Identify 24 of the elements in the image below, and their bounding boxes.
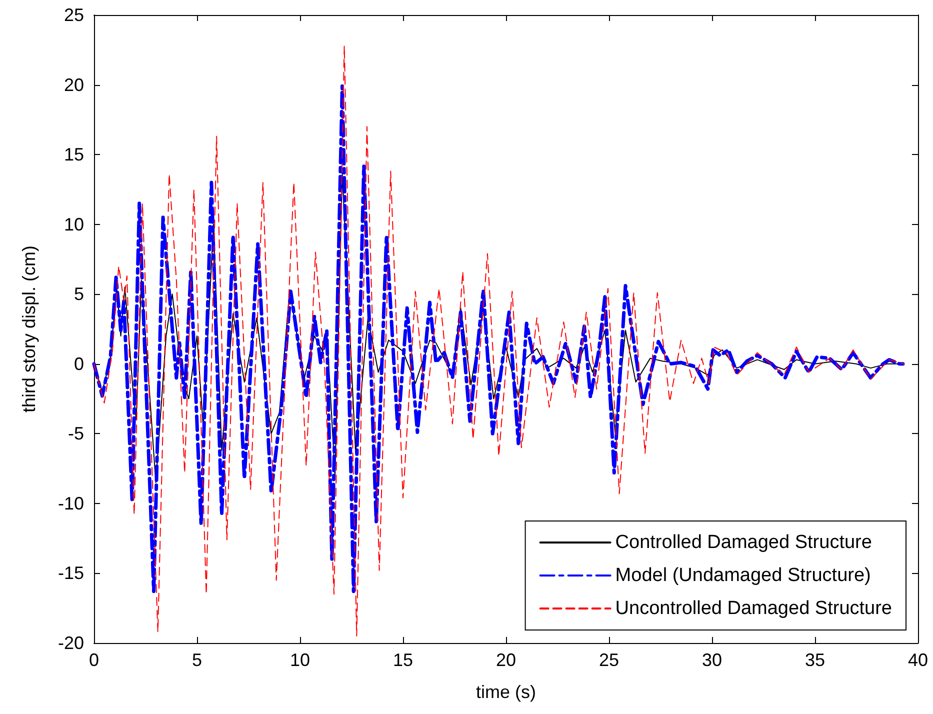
x-axis-title: time (s)	[476, 682, 536, 702]
legend-label: Uncontrolled Damaged Structure	[615, 598, 892, 619]
x-tick-label: 35	[804, 650, 826, 670]
x-tick-label: 5	[192, 650, 202, 670]
legend-label: Controlled Damaged Structure	[615, 532, 872, 553]
y-tick-label: -10	[58, 493, 84, 514]
y-tick-label: -15	[58, 563, 84, 584]
y-tick-label: -5	[68, 424, 84, 444]
x-tick-label: 25	[598, 650, 620, 670]
x-tick-label: 40	[908, 650, 928, 670]
x-tick-label: 15	[392, 650, 414, 670]
x-tick-label: 30	[702, 650, 722, 670]
y-tick-label: 5	[74, 284, 84, 304]
legend-label: Model (Undamaged Structure)	[615, 565, 871, 586]
x-tick-label: 0	[88, 650, 100, 670]
y-tick-label: 0	[74, 354, 84, 374]
y-tick-label: 10	[64, 214, 84, 234]
x-tick-label: 20	[496, 650, 516, 670]
y-tick-label: 25	[64, 5, 84, 25]
y-tick-label: 20	[64, 74, 84, 95]
y-axis-title: third story displ. (cm)	[19, 245, 39, 413]
y-tick-label: -20	[58, 633, 84, 653]
y-tick-label: 15	[64, 144, 84, 165]
x-tick-label: 10	[290, 650, 310, 670]
